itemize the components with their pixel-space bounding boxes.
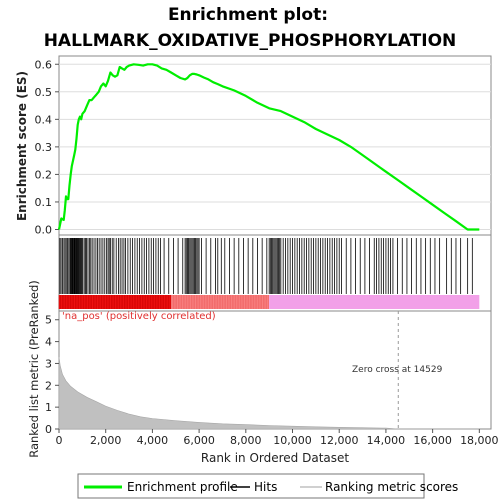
x-tick-label: 8,000 <box>230 434 262 447</box>
x-tick-label: 6,000 <box>183 434 215 447</box>
heat-segment <box>59 295 172 309</box>
x-tick-label: 14,000 <box>367 434 406 447</box>
heat-segment <box>269 295 480 309</box>
x-axis-ticks: 0 2,000 4,000 6,000 8,000 10,000 12,000 14,000 1… <box>56 429 499 447</box>
enrichment-profile-line <box>57 63 480 231</box>
chart-title-line2: HALLMARK_OXIDATIVE_PHOSPHORYLATION <box>44 31 457 51</box>
es-y-tick-label: 0.6 <box>35 58 53 71</box>
legend-hits-label: Hits <box>254 480 277 494</box>
ranking-heat-bar <box>58 295 480 309</box>
es-y-tick-label: 0.0 <box>35 223 53 236</box>
es-y-tick-label: 0.4 <box>35 113 53 126</box>
x-tick-label: 12,000 <box>320 434 359 447</box>
es-y-tick-label: 0.3 <box>35 141 53 154</box>
x-tick-label: 0 <box>56 434 63 447</box>
metric-y-tick-label: 5 <box>45 314 52 327</box>
ranking-metric-series <box>58 356 480 430</box>
metric-y-tick-label: 4 <box>45 336 52 349</box>
x-tick-label: 10,000 <box>273 434 312 447</box>
zero-cross-label: Zero cross at 14529 <box>352 365 443 375</box>
es-y-tick-label: 0.5 <box>35 86 53 99</box>
legend-enrichment-label: Enrichment profile <box>127 480 238 494</box>
positive-correlation-label: 'na_pos' (positively correlated) <box>62 311 216 322</box>
metric-y-tick-label: 0 <box>45 423 52 436</box>
hits-series <box>59 238 473 294</box>
metric-panel-frame <box>58 310 492 430</box>
ranking-metric-area <box>58 356 480 430</box>
es-panel-frame <box>58 55 492 236</box>
metric-y-axis-label: Ranked list metric (PreRanked) <box>27 280 41 458</box>
x-tick-label: 18,000 <box>460 434 499 447</box>
metric-y-axis-ticks: 0 1 2 3 4 5 <box>45 314 59 436</box>
x-tick-label: 16,000 <box>413 434 452 447</box>
heat-segment <box>171 295 270 309</box>
legend-metric-label: Ranking metric scores <box>325 480 458 494</box>
es-y-axis-ticks: 0.0 0.1 0.2 0.3 0.4 0.5 0.6 <box>35 58 59 236</box>
legend-box <box>77 473 425 499</box>
enrichment-profile-series <box>57 63 480 231</box>
x-tick-label: 2,000 <box>90 434 122 447</box>
legend: Enrichment profile Hits Ranking metric s… <box>77 473 458 499</box>
es-y-axis-label: Enrichment score (ES) <box>15 71 29 221</box>
es-y-tick-label: 0.2 <box>35 168 53 181</box>
es-y-tick-label: 0.1 <box>35 196 53 209</box>
metric-y-tick-label: 1 <box>45 401 52 414</box>
metric-y-tick-label: 3 <box>45 357 52 370</box>
x-tick-label: 4,000 <box>137 434 169 447</box>
x-axis-label: Rank in Ordered Dataset <box>201 451 349 465</box>
metric-y-tick-label: 2 <box>45 379 52 392</box>
chart-title-line1: Enrichment plot: <box>168 5 328 25</box>
